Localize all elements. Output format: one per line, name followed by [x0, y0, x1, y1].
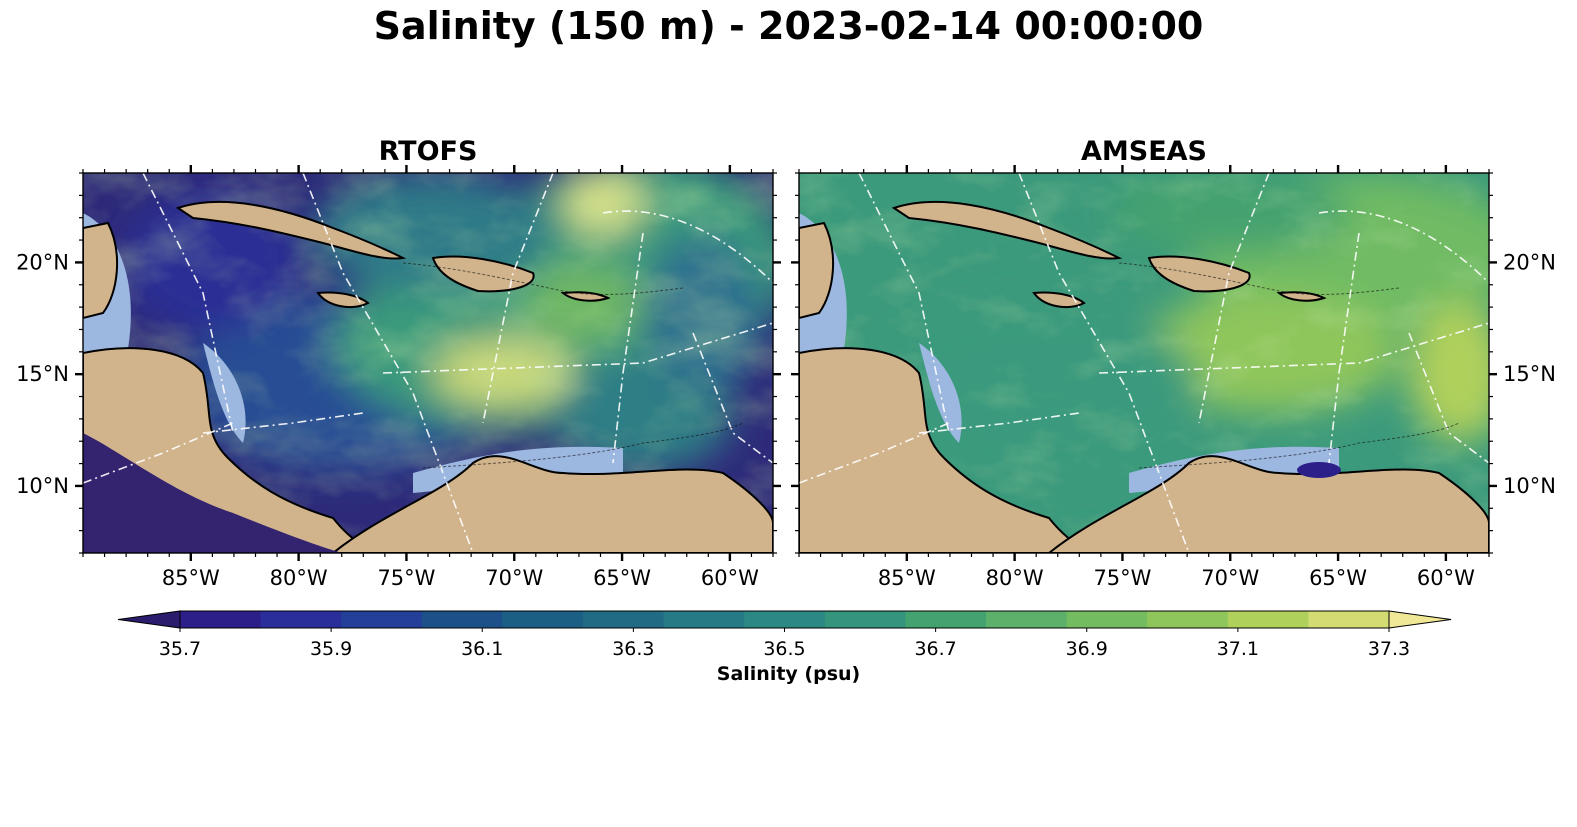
colorbar-tick-label: 36.1 — [461, 638, 503, 660]
ytick-label: 10°N — [16, 474, 69, 498]
ytick-label: 15°N — [16, 362, 69, 386]
xtick-label: 60°W — [701, 566, 759, 590]
map-panel-rtofs — [82, 172, 774, 554]
xtick-label: 60°W — [1417, 566, 1475, 590]
ytick-label: 15°N — [1503, 362, 1556, 386]
colorbar-segment — [744, 611, 826, 628]
panel-title-amseas: AMSEAS — [1081, 136, 1207, 167]
colorbar: 35.7 35.9 36.1 36.3 36.5 36.7 36.9 37.1 37.3 — [117, 610, 1452, 660]
colorbar-segment — [1227, 611, 1309, 628]
colorbar-tick-label: 36.5 — [763, 638, 805, 660]
colorbar-segment — [1147, 611, 1229, 628]
xtick-label: 80°W — [270, 566, 328, 590]
ytick-label: 20°N — [16, 250, 69, 274]
colorbar-segment — [905, 611, 987, 628]
colorbar-segment — [260, 611, 342, 628]
colorbar-label: Salinity (psu) — [716, 663, 861, 685]
colorbar-tick-label: 37.1 — [1217, 638, 1259, 660]
xtick-label: 70°W — [485, 566, 543, 590]
colorbar-segment — [341, 611, 423, 628]
colorbar-segment — [986, 611, 1068, 628]
xtick-label: 85°W — [162, 566, 220, 590]
colorbar-segment — [502, 611, 584, 628]
xtick-label: 85°W — [878, 566, 936, 590]
map-panel-amseas — [798, 172, 1490, 554]
panel-title-rtofs: RTOFS — [378, 136, 478, 167]
colorbar-extend-low — [117, 610, 181, 629]
colorbar-segment — [180, 611, 262, 628]
colorbar-tick-label: 35.9 — [310, 638, 352, 660]
xtick-label: 75°W — [1093, 566, 1151, 590]
axes-layer: 85°W 80°W 75°W 70°W 65°W 60°W 10°N 15°N 20°N 85°W… — [16, 165, 1556, 590]
ytick-label: 20°N — [1503, 250, 1556, 274]
colorbar-tick-label: 35.7 — [159, 638, 201, 660]
colorbar-extend-high — [1388, 610, 1452, 629]
colorbar-tick-label: 37.3 — [1368, 638, 1410, 660]
xtick-label: 65°W — [593, 566, 651, 590]
ytick-label: 10°N — [1503, 474, 1556, 498]
figure-title: Salinity (150 m) - 2023-02-14 00:00:00 — [373, 4, 1204, 48]
colorbar-segment — [1066, 611, 1148, 628]
colorbar-segment — [1308, 611, 1390, 628]
xtick-label: 65°W — [1309, 566, 1367, 590]
colorbar-segment — [583, 611, 665, 628]
xtick-label: 75°W — [377, 566, 435, 590]
xtick-label: 70°W — [1201, 566, 1259, 590]
colorbar-tick-label: 36.3 — [612, 638, 654, 660]
colorbar-segment — [421, 611, 503, 628]
xtick-label: 80°W — [986, 566, 1044, 590]
colorbar-tick-label: 36.7 — [914, 638, 956, 660]
colorbar-tick-label: 36.9 — [1066, 638, 1108, 660]
colorbar-segment — [824, 611, 906, 628]
colorbar-segment — [663, 611, 745, 628]
